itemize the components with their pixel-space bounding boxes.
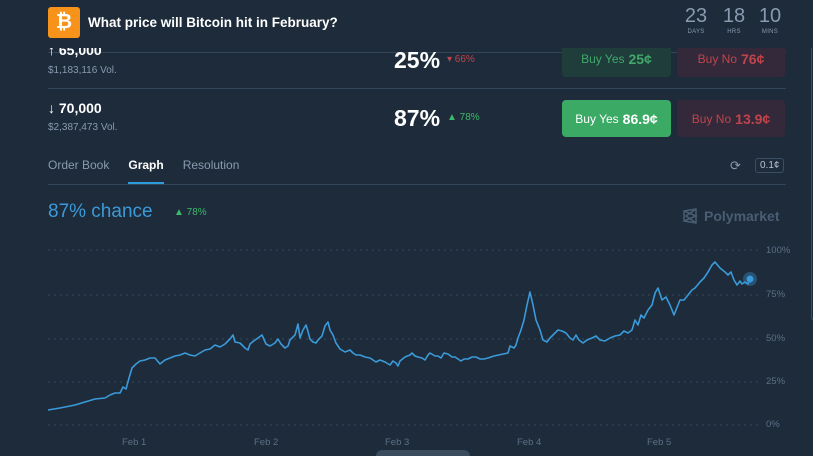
bitcoin-logo-icon: ₿: [48, 7, 80, 38]
market-title: What price will Bitcoin hit in February?: [88, 15, 338, 30]
y-tick-25: 25%: [766, 376, 786, 387]
buy-yes-price: 25¢: [628, 50, 652, 67]
buy-yes-label: Buy Yes: [581, 51, 625, 66]
buy-yes-button[interactable]: Buy Yes 86.9¢: [562, 100, 671, 137]
countdown-mins-label: MINS: [761, 29, 779, 35]
market-price: ↓ 70,000: [48, 100, 102, 116]
countdown-days: 23 DAYS: [678, 5, 714, 35]
detail-tabs: Order Book Graph Resolution: [48, 158, 258, 184]
buy-yes-label: Buy Yes: [575, 111, 619, 126]
buy-no-price: 13.9¢: [735, 110, 771, 127]
y-tick-0: 0%: [766, 419, 780, 430]
market-change: ▲ 78%: [447, 112, 480, 123]
countdown-days-label: DAYS: [687, 29, 705, 35]
market-volume: $2,387,473 Vol.: [48, 122, 118, 133]
polymarket-watermark: Polymarket: [682, 208, 779, 224]
x-tick-feb4: Feb 4: [517, 437, 542, 448]
countdown-mins: 10 MINS: [752, 5, 788, 35]
chance-label: 87% chance: [48, 201, 153, 222]
market-header: ₿ What price will Bitcoin hit in Februar…: [0, 0, 813, 48]
market-row-65000[interactable]: ↑ 65,000 $1,183,116 Vol. 25% ▾ 66% Buy Y…: [48, 40, 786, 89]
countdown-hours: 18 HRS: [716, 5, 752, 35]
x-tick-feb5: Feb 5: [647, 437, 672, 448]
x-tick-feb3: Feb 3: [385, 437, 410, 448]
x-tick-feb1: Feb 1: [122, 437, 147, 448]
y-tick-50: 50%: [766, 333, 786, 344]
market-chance: 87%: [394, 105, 441, 131]
market-volume: $1,183,116 Vol.: [48, 65, 117, 76]
market-change: ▾ 66%: [447, 54, 475, 65]
market-row-70000[interactable]: ↓ 70,000 $2,387,473 Vol. 87% ▲ 78% Buy Y…: [48, 88, 786, 148]
x-tick-feb2: Feb 2: [254, 437, 279, 448]
market-chance: 25%: [394, 47, 441, 73]
countdown-hours-label: HRS: [727, 29, 741, 35]
time-range-selector[interactable]: [376, 450, 470, 456]
refresh-icon[interactable]: ⟳: [730, 158, 741, 173]
y-tick-75: 75%: [766, 289, 786, 300]
tabs-divider: [48, 184, 786, 185]
buy-no-button[interactable]: Buy No 13.9¢: [677, 100, 785, 137]
buy-no-label: Buy No: [697, 51, 737, 66]
countdown-mins-value: 10: [758, 5, 782, 27]
chance-change: ▲ 78%: [174, 207, 207, 218]
chart-line: [47, 261, 751, 411]
tab-order-book[interactable]: Order Book: [48, 158, 110, 172]
countdown-hours-value: 18: [722, 5, 746, 27]
tab-graph[interactable]: Graph: [128, 158, 165, 184]
tick-size-button[interactable]: 0.1¢: [755, 158, 785, 173]
tab-resolution[interactable]: Resolution: [182, 158, 240, 172]
y-tick-100: 100%: [766, 245, 791, 256]
polymarket-brand-label: Polymarket: [704, 208, 780, 224]
buy-no-price: 76¢: [741, 50, 765, 67]
countdown-days-value: 23: [684, 5, 708, 27]
current-point-marker: [746, 275, 754, 283]
buy-no-label: Buy No: [691, 111, 732, 126]
polymarket-logo-icon: [683, 208, 698, 224]
buy-yes-price: 86.9¢: [622, 110, 658, 127]
